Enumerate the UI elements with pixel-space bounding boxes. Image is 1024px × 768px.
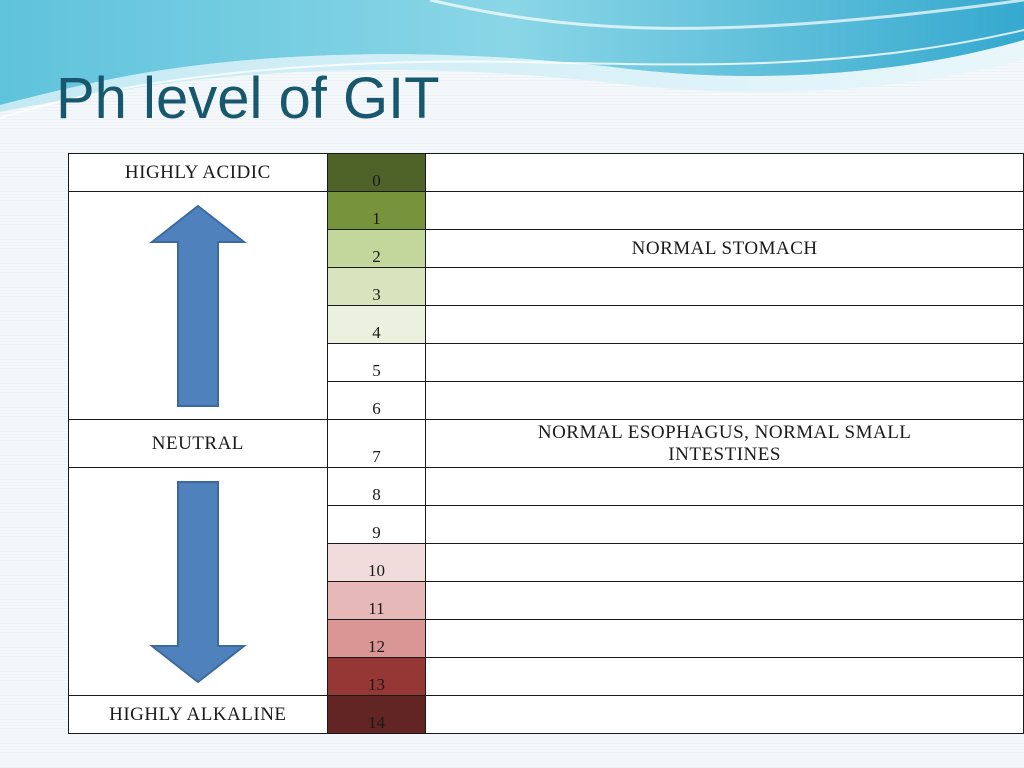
desc-cell-4: [425, 305, 1024, 344]
ph-scale-table: HIGHLY ACIDIC 0 1 2 NORMAL STOMACH 3 4: [68, 153, 1024, 734]
desc-cell-14: [425, 695, 1024, 734]
table-row: 3: [69, 267, 1024, 306]
slide-title: Ph level of GIT: [56, 66, 440, 131]
label-highly-acidic: HIGHLY ACIDIC: [68, 153, 328, 192]
ph-cell-12: 12: [326, 619, 427, 658]
arrow-up-icon: [148, 204, 247, 407]
desc-normal-stomach: NORMAL STOMACH: [425, 229, 1024, 268]
table-row: 13: [69, 657, 1024, 696]
ph-cell-2: 2: [326, 229, 427, 268]
ph-cell-4: 4: [326, 305, 427, 344]
table-row: 9: [69, 505, 1024, 544]
desc-cell-9: [425, 505, 1024, 544]
desc-cell-6: [425, 381, 1024, 420]
table-row: 8: [68, 467, 1024, 696]
table-row: HIGHLY ALKALINE 14: [68, 695, 1024, 734]
label-neutral: NEUTRAL: [68, 419, 328, 468]
desc-cell-0: [425, 153, 1024, 192]
table-row: 2 NORMAL STOMACH: [69, 229, 1024, 268]
ph-cell-1: 1: [326, 191, 427, 230]
label-highly-alkaline: HIGHLY ALKALINE: [68, 695, 328, 734]
table-row: HIGHLY ACIDIC 0: [68, 153, 1024, 192]
desc-cell-13: [425, 657, 1024, 696]
arrow-down-icon: [148, 480, 247, 683]
table-row: 6: [69, 381, 1024, 420]
ph-cell-11: 11: [326, 581, 427, 620]
ph-cell-10: 10: [326, 543, 427, 582]
table-row: NEUTRAL 7 NORMAL ESOPHAGUS, NORMAL SMALL…: [68, 419, 1024, 468]
desc-normal-esophagus-small-intestines: NORMAL ESOPHAGUS, NORMAL SMALL INTESTINE…: [425, 419, 1024, 468]
table-row: 5: [69, 343, 1024, 382]
ph-cell-13: 13: [326, 657, 427, 696]
table-row: 10: [69, 543, 1024, 582]
desc-cell-8: [425, 467, 1024, 506]
ph-cell-9: 9: [326, 505, 427, 544]
table-row: 1: [68, 191, 1024, 420]
header-wave-decoration: [0, 0, 1024, 119]
alkaline-arrow-cell: [68, 467, 328, 696]
ph-cell-7: 7: [326, 419, 427, 468]
ph-cell-6: 6: [326, 381, 427, 420]
desc-cell-5: [425, 343, 1024, 382]
desc-cell-3: [425, 267, 1024, 306]
desc-cell-1: [425, 191, 1024, 230]
ph-cell-8: 8: [326, 467, 427, 506]
table-row: 4: [69, 305, 1024, 344]
table-row: 12: [69, 619, 1024, 658]
ph-cell-5: 5: [326, 343, 427, 382]
desc-cell-12: [425, 619, 1024, 658]
acidic-arrow-cell: [68, 191, 328, 420]
table-row: 11: [69, 581, 1024, 620]
ph-cell-0: 0: [326, 153, 427, 192]
ph-cell-3: 3: [326, 267, 427, 306]
ph-cell-14: 14: [326, 695, 427, 734]
desc-cell-11: [425, 581, 1024, 620]
desc-cell-10: [425, 543, 1024, 582]
